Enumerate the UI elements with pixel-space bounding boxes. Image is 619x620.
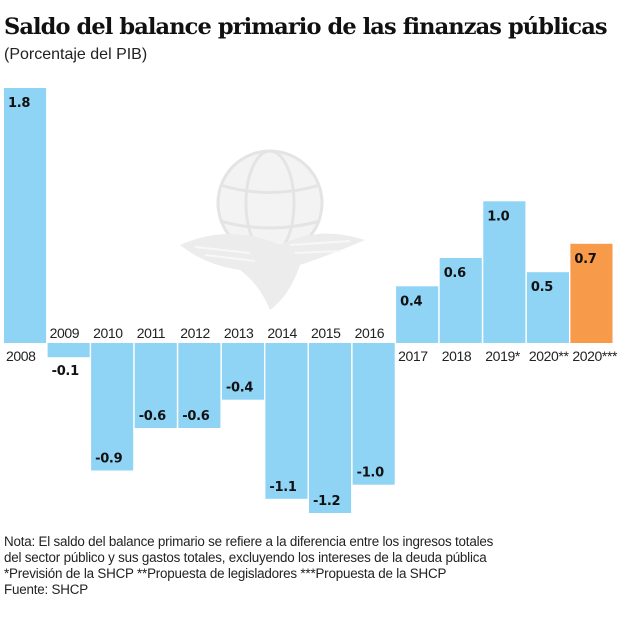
chart-subtitle: (Porcentaje del PIB) [4,46,148,63]
bar-2019* [483,201,526,343]
bar-2008 [4,88,47,343]
bar-2011 [134,343,177,428]
category-label: 2019* [485,348,521,364]
category-label: 2008 [6,348,36,364]
bar-2015 [309,343,352,513]
bar-2012 [178,343,221,428]
data-label: -0.6 [182,409,209,424]
bar-2018 [439,258,482,343]
data-label: 0.6 [444,266,466,281]
data-label: 0.5 [531,280,553,295]
bar-2014 [265,343,308,499]
category-label: 2016 [355,325,385,341]
category-label: 2013 [224,325,254,341]
category-label: 2014 [267,325,297,341]
source-line: Fuente: SHCP [4,582,88,597]
data-label: -1.1 [269,480,296,495]
category-label: 2018 [442,348,472,364]
bar-2010 [91,343,134,471]
data-label: -0.4 [226,381,253,396]
category-label: 2010 [93,325,123,341]
category-label: 2011 [137,325,166,341]
chart-title: Saldo del balance primario de las finanz… [4,14,608,40]
category-label: 2020*** [572,348,618,364]
bar-2020** [526,272,569,343]
bar-2013 [221,343,264,400]
category-label: 2009 [50,325,80,341]
data-label: 1.0 [487,209,509,224]
eagle-globe-watermark-icon [180,149,365,310]
chart-notes: Nota: El saldo del balance primario se r… [4,534,493,598]
data-label: 0.7 [574,252,596,267]
data-label: -1.0 [357,466,384,481]
bar-2020*** [570,243,613,343]
category-label: 2012 [180,325,210,341]
bar-2017 [396,286,439,343]
category-label: 2020** [529,348,570,364]
bar-2016 [352,343,395,485]
category-label: 2017 [398,348,428,364]
note-line: *Previsión de la SHCP **Propuesta de leg… [4,566,447,581]
note-line: Nota: El saldo del balance primario se r… [4,534,494,549]
bar-2009 [47,343,90,358]
data-label: -0.1 [52,364,79,379]
category-label: 2015 [311,325,341,341]
data-label: -1.2 [313,494,340,509]
data-label: -0.9 [95,452,122,467]
data-label: 0.4 [400,294,422,309]
note-line: del sector público y sus gastos totales,… [4,550,487,565]
data-label: -0.6 [139,409,166,424]
data-label: 1.8 [8,96,30,111]
